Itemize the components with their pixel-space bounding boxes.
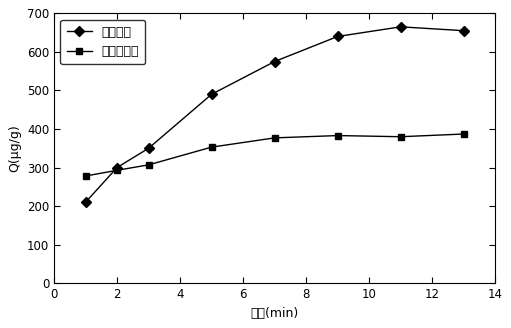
非印迹材料 <box>82 174 88 178</box>
印迹材料 <box>460 29 467 33</box>
印迹材料 <box>114 166 120 170</box>
非印迹材料 <box>398 135 404 139</box>
印迹材料 <box>398 25 404 29</box>
印迹材料 <box>82 200 88 204</box>
Line: 非印迹材料: 非印迹材料 <box>82 131 467 179</box>
印迹材料 <box>271 60 277 64</box>
非印迹材料 <box>271 136 277 140</box>
印迹材料 <box>208 92 215 96</box>
Line: 印迹材料: 印迹材料 <box>82 23 467 206</box>
非印迹材料 <box>146 163 152 167</box>
X-axis label: 时间(min): 时间(min) <box>250 307 299 320</box>
非印迹材料 <box>460 132 467 136</box>
Legend: 印迹材料, 非印迹材料: 印迹材料, 非印迹材料 <box>60 20 145 64</box>
非印迹材料 <box>208 145 215 149</box>
非印迹材料 <box>114 168 120 172</box>
Y-axis label: Q(μg/g): Q(μg/g) <box>8 124 21 172</box>
印迹材料 <box>146 146 152 150</box>
非印迹材料 <box>335 133 341 137</box>
印迹材料 <box>335 34 341 38</box>
